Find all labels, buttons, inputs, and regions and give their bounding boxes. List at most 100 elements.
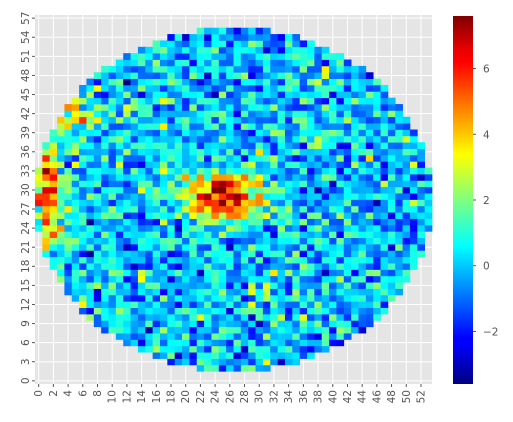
heatmap-cell — [285, 333, 293, 340]
heatmap-cell — [226, 66, 234, 73]
heatmap-cell — [373, 136, 381, 143]
heatmap-cell — [366, 142, 374, 149]
heatmap-cell — [314, 250, 322, 257]
heatmap-cell — [403, 206, 411, 213]
heatmap-cell — [329, 219, 337, 226]
heatmap-cell — [234, 327, 242, 334]
heatmap-cell — [116, 187, 124, 194]
heatmap-cell — [64, 187, 72, 194]
heatmap-cell — [322, 149, 330, 156]
heatmap-cell — [182, 333, 190, 340]
heatmap-cell — [314, 149, 322, 156]
heatmap-cell — [131, 60, 139, 67]
heatmap-cell — [381, 257, 389, 264]
heatmap-cell — [300, 339, 308, 346]
heatmap-cell — [314, 225, 322, 232]
heatmap-cell — [189, 314, 197, 321]
heatmap-cell — [403, 263, 411, 270]
heatmap-cell — [175, 79, 183, 86]
heatmap-cell — [167, 200, 175, 207]
heatmap-cell — [278, 110, 286, 117]
heatmap-cell — [395, 225, 403, 232]
heatmap-cell — [197, 98, 205, 105]
heatmap-cell — [358, 269, 366, 276]
heatmap-cell — [131, 282, 139, 289]
heatmap-cell — [410, 142, 418, 149]
heatmap-cell — [204, 295, 212, 302]
heatmap-cell — [234, 333, 242, 340]
heatmap-cell — [336, 314, 344, 321]
heatmap-cell — [322, 110, 330, 117]
heatmap-cell — [86, 123, 94, 130]
heatmap-cell — [167, 301, 175, 308]
heatmap-cell — [358, 206, 366, 213]
heatmap-cell — [72, 244, 80, 251]
heatmap-cell — [64, 117, 72, 124]
heatmap-cell — [417, 219, 425, 226]
heatmap-cell — [72, 212, 80, 219]
heatmap-cell — [234, 219, 242, 226]
heatmap-cell — [204, 60, 212, 67]
heatmap-cell — [285, 308, 293, 315]
heatmap-cell — [358, 155, 366, 162]
heatmap-cell — [351, 231, 359, 238]
heatmap-cell — [138, 104, 146, 111]
heatmap-cell — [226, 72, 234, 79]
heatmap-cell — [285, 282, 293, 289]
heatmap-cell — [395, 269, 403, 276]
heatmap-cell — [234, 295, 242, 302]
heatmap-cell — [226, 193, 234, 200]
heatmap-cell — [79, 187, 87, 194]
heatmap-cell — [50, 168, 58, 175]
heatmap-cell — [175, 72, 183, 79]
heatmap-cell — [248, 269, 256, 276]
heatmap-cell — [336, 110, 344, 117]
heatmap-cell — [278, 314, 286, 321]
heatmap-cell — [234, 365, 242, 372]
heatmap-cell — [109, 200, 117, 207]
heatmap-cell — [403, 168, 411, 175]
heatmap-cell — [373, 206, 381, 213]
heatmap-cell — [292, 91, 300, 98]
heatmap-cell — [182, 79, 190, 86]
heatmap-cell — [79, 231, 87, 238]
y-tick-label: 0 — [20, 377, 32, 384]
heatmap-cell — [138, 327, 146, 334]
heatmap-cell — [153, 174, 161, 181]
heatmap-cell — [182, 289, 190, 296]
heatmap-cell — [366, 155, 374, 162]
heatmap-cell — [50, 180, 58, 187]
heatmap-cell — [366, 104, 374, 111]
heatmap-cell — [167, 72, 175, 79]
x-tick-label: 0 — [33, 390, 45, 397]
heatmap-cell — [366, 130, 374, 137]
heatmap-cell — [160, 72, 168, 79]
heatmap-cell — [285, 123, 293, 130]
heatmap-cell — [211, 34, 219, 41]
y-tick-label: 9 — [20, 320, 32, 327]
heatmap-cell — [160, 238, 168, 245]
heatmap-cell — [256, 79, 264, 86]
heatmap-cell — [336, 225, 344, 232]
heatmap-cell — [175, 295, 183, 302]
heatmap-cell — [182, 161, 190, 168]
heatmap-cell — [123, 257, 131, 264]
heatmap-cell — [373, 212, 381, 219]
heatmap-cell — [131, 53, 139, 60]
heatmap-cell — [373, 174, 381, 181]
heatmap-cell — [234, 231, 242, 238]
heatmap-cell — [204, 219, 212, 226]
heatmap-cell — [336, 168, 344, 175]
heatmap-cell — [153, 98, 161, 105]
y-tick-label: 6 — [20, 339, 32, 346]
heatmap-cell — [153, 142, 161, 149]
heatmap-cell — [211, 136, 219, 143]
heatmap-cell — [94, 85, 102, 92]
heatmap-cell — [241, 155, 249, 162]
heatmap-cell — [234, 180, 242, 187]
heatmap-cell — [292, 110, 300, 117]
heatmap-cell — [211, 110, 219, 117]
heatmap-cell — [123, 327, 131, 334]
heatmap-cell — [307, 257, 315, 264]
heatmap-cell — [197, 142, 205, 149]
